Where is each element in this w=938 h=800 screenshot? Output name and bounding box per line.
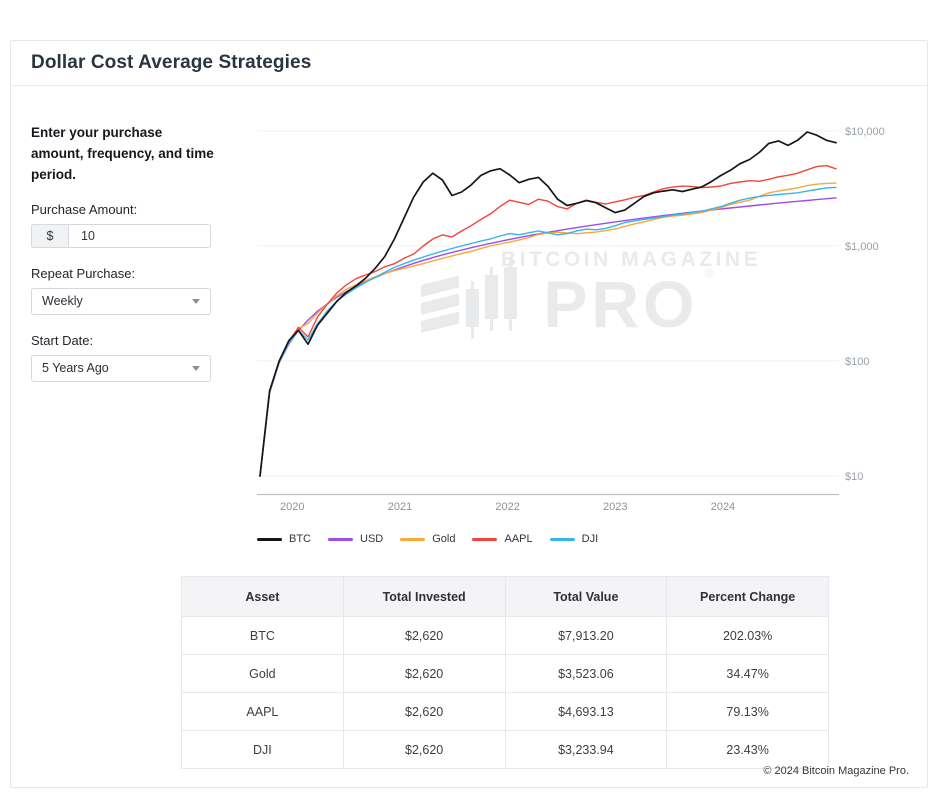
legend-label: USD <box>360 533 384 545</box>
table-cell: 23.43% <box>666 730 829 769</box>
svg-text:2020: 2020 <box>280 501 304 513</box>
table-cell: DJI <box>181 730 344 769</box>
series-line-dji <box>259 186 837 477</box>
legend-item-gold[interactable]: Gold <box>400 533 455 545</box>
legend-label: Gold <box>432 533 456 545</box>
dca-card: Dollar Cost Average Strategies Enter you… <box>10 40 928 788</box>
table-header-total-value: Total Value <box>504 576 668 617</box>
svg-text:®: ® <box>705 266 714 280</box>
table-header-percent-change: Percent Change <box>666 576 829 617</box>
svg-text:2023: 2023 <box>603 501 627 513</box>
copyright-note: © 2024 Bitcoin Magazine Pro. <box>763 765 909 777</box>
dca-line-chart: BITCOIN MAGAZINE PRO ® $10,000 $1,000 $100… <box>257 126 885 513</box>
svg-text:$100: $100 <box>845 356 869 368</box>
table-cell: 34.47% <box>666 654 829 693</box>
legend-swatch-gold <box>400 537 426 541</box>
card-header: Dollar Cost Average Strategies <box>11 41 927 86</box>
table-row-dji: DJI $2,620 $3,233.94 23.43% <box>181 730 829 769</box>
repeat-purchase-label: Repeat Purchase: <box>31 265 136 281</box>
legend-item-usd[interactable]: USD <box>328 533 383 545</box>
svg-text:2021: 2021 <box>388 501 412 513</box>
legend-item-dji[interactable]: DJI <box>549 533 599 545</box>
start-date-value: 5 Years Ago <box>42 361 109 376</box>
table-row-gold: Gold $2,620 $3,523.06 34.47% <box>181 654 829 693</box>
chevron-down-icon <box>192 365 200 371</box>
table-cell: $2,620 <box>342 692 506 731</box>
legend-label: BTC <box>289 533 311 545</box>
purchase-amount-input[interactable] <box>69 224 210 247</box>
svg-text:2024: 2024 <box>711 501 735 513</box>
legend-item-btc[interactable]: BTC <box>257 533 311 545</box>
start-date-select[interactable]: 5 Years Ago <box>31 354 211 382</box>
svg-text:$1,000: $1,000 <box>845 241 879 253</box>
purchase-amount-group: $ <box>31 223 211 248</box>
svg-text:BITCOIN MAGAZINE: BITCOIN MAGAZINE <box>501 248 761 271</box>
start-date-label: Start Date: <box>31 332 94 348</box>
purchase-amount-label: Purchase Amount: <box>31 201 138 217</box>
legend-label: AAPL <box>504 533 533 545</box>
table-cell: AAPL <box>181 692 344 731</box>
table-header-total-invested: Total Invested <box>342 576 506 617</box>
dca-form: Enter your purchase amount, frequency, a… <box>31 123 215 382</box>
legend-swatch-usd <box>328 537 353 541</box>
repeat-purchase-select[interactable]: Weekly <box>31 287 211 315</box>
legend-swatch-dji <box>549 537 575 541</box>
watermark-logo: BITCOIN MAGAZINE PRO ® <box>421 248 761 341</box>
legend-swatch-btc <box>257 537 282 541</box>
table-cell: $2,620 <box>342 616 506 655</box>
table-cell: $3,523.06 <box>504 654 668 693</box>
series-line-aapl <box>259 164 837 477</box>
results-table: Asset Total Invested Total Value Percent Ch… <box>181 576 829 769</box>
chart-series-lines <box>259 131 837 477</box>
table-cell: $7,913.20 <box>504 616 668 655</box>
repeat-purchase-value: Weekly <box>42 294 83 309</box>
chart-gridlines: $10,000 $1,000 $100 $10 <box>257 126 885 483</box>
form-intro-text: Enter your purchase amount, frequency, a… <box>31 125 214 182</box>
chevron-down-icon <box>192 298 200 304</box>
chart-axes: 2020 2021 2022 2023 2024 <box>257 493 839 513</box>
legend-label: DJI <box>581 533 599 545</box>
table-cell: BTC <box>181 616 344 655</box>
table-cell: Gold <box>181 654 344 693</box>
table-cell: $4,693.13 <box>504 692 668 731</box>
legend-swatch-aapl <box>472 537 498 541</box>
table-cell: 79.13% <box>666 692 829 731</box>
svg-text:PRO: PRO <box>543 267 698 341</box>
table-cell: 202.03% <box>666 616 829 655</box>
table-cell: $2,620 <box>342 730 506 769</box>
table-cell: $3,233.94 <box>504 730 668 769</box>
legend-item-aapl[interactable]: AAPL <box>472 533 533 545</box>
svg-text:$10: $10 <box>845 471 863 483</box>
chart-legend: BTC USD Gold AAPL DJI <box>257 533 598 545</box>
table-cell: $2,620 <box>342 654 506 693</box>
svg-text:$10,000: $10,000 <box>845 126 885 138</box>
table-header-asset: Asset <box>181 576 344 617</box>
currency-prefix: $ <box>32 224 69 247</box>
table-row-aapl: AAPL $2,620 $4,693.13 79.13% <box>181 692 829 731</box>
svg-text:2022: 2022 <box>495 501 519 513</box>
page-title: Dollar Cost Average Strategies <box>31 52 312 73</box>
series-line-btc <box>259 131 837 477</box>
table-row-btc: BTC $2,620 $7,913.20 202.03% <box>181 616 829 655</box>
